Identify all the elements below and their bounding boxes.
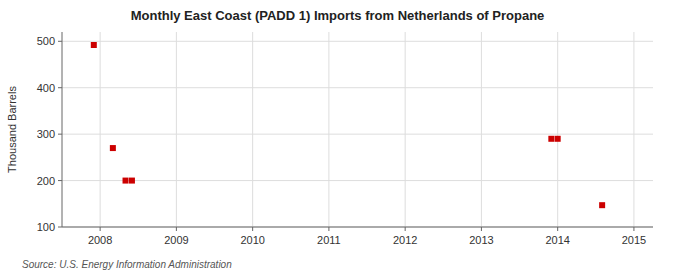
x-grid-line [328,32,329,227]
point [599,202,605,208]
x-tick [405,227,406,231]
y-grid-line [62,227,653,228]
chart: Monthly East Coast (PADD 1) Imports from… [0,0,675,275]
point [129,178,135,184]
point [110,145,116,151]
x-tick [633,227,634,231]
x-grid-line [557,32,558,227]
y-axis-line [62,32,63,227]
x-grid-line [252,32,253,227]
y-tick [58,227,62,228]
x-grid-line [481,32,482,227]
source-note: Source: U.S. Energy Information Administ… [22,259,232,270]
y-grid-line [62,87,653,88]
y-tick-label: 200 [37,175,55,187]
x-grid-line [100,32,101,227]
x-tick-label: 2015 [622,234,646,246]
x-tick [252,227,253,231]
x-grid-line [633,32,634,227]
y-grid-line [62,180,653,181]
x-tick [100,227,101,231]
x-tick-label: 2013 [469,234,493,246]
y-tick-label: 100 [37,221,55,233]
x-tick-label: 2009 [164,234,188,246]
x-axis-line [62,227,653,228]
point [123,178,129,184]
x-tick-label: 2008 [88,234,112,246]
title: Monthly East Coast (PADD 1) Imports from… [131,8,545,23]
y-tick-label: 400 [37,82,55,94]
x-tick [328,227,329,231]
chart-container: Monthly East Coast (PADD 1) Imports from… [0,0,675,275]
y-grid-line [62,41,653,42]
x-tick [557,227,558,231]
y-axis-label: Thousand Barrels [6,86,18,173]
x-tick-label: 2011 [317,234,341,246]
points [91,42,605,208]
y-tick-label: 300 [37,128,55,140]
x-grid-line [176,32,177,227]
x-tick [176,227,177,231]
x-tick-label: 2012 [393,234,417,246]
y-tick [58,41,62,42]
x-tick-label: 2010 [240,234,264,246]
grid [62,32,653,227]
x-grid-line [405,32,406,227]
y-grid-line [62,134,653,135]
x-tick [481,227,482,231]
y-tick [58,180,62,181]
y-tick [58,134,62,135]
point [91,42,97,48]
point [548,136,554,142]
y-tick-label: 500 [37,35,55,47]
y-tick [58,87,62,88]
x-tick-label: 2014 [545,234,569,246]
point [555,136,561,142]
